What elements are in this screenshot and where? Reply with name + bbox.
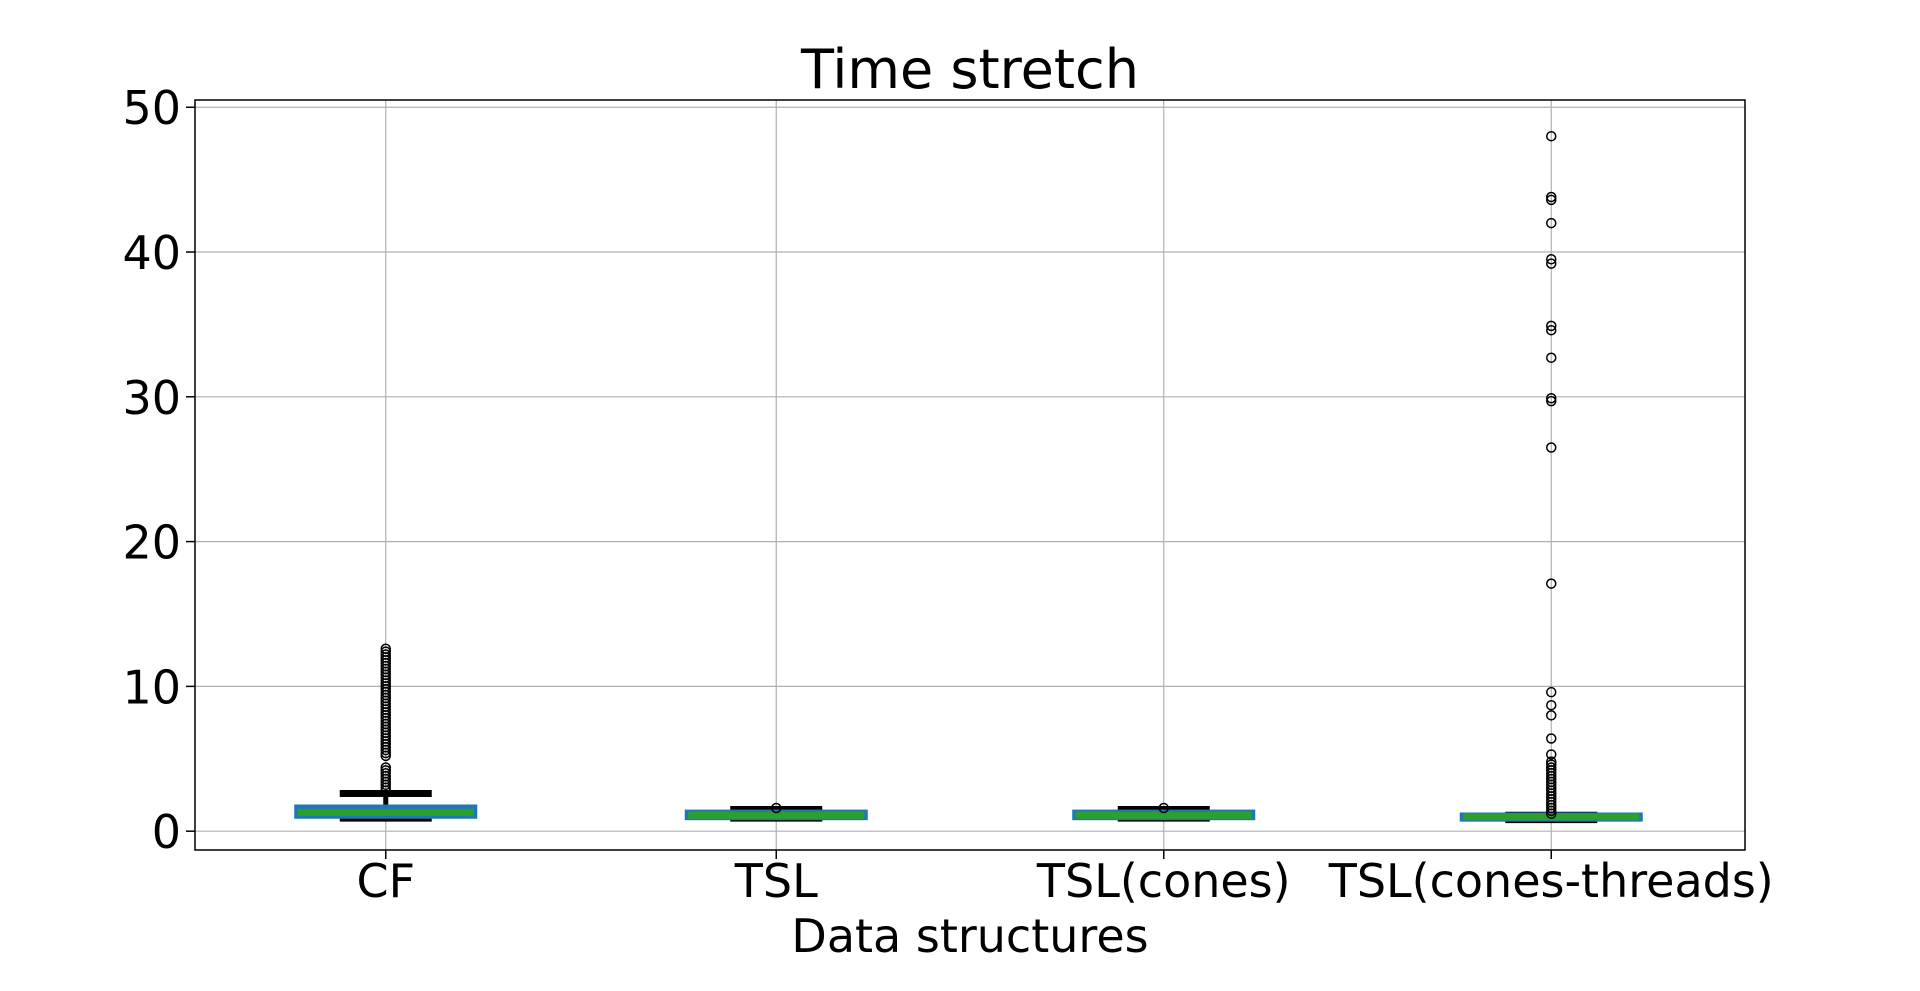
outlier-point bbox=[1546, 756, 1557, 767]
outlier-point bbox=[380, 643, 391, 654]
y-tick-label: 20 bbox=[122, 516, 181, 570]
x-axis-label: Data structures bbox=[791, 909, 1148, 963]
x-tick-label: TSL(cones) bbox=[1036, 854, 1291, 908]
box-0 bbox=[294, 643, 478, 822]
y-tick-label: 10 bbox=[122, 660, 181, 714]
outlier-point bbox=[1158, 802, 1169, 814]
outlier-point bbox=[1546, 194, 1557, 206]
outlier-point bbox=[1546, 258, 1557, 269]
y-tick-label: 30 bbox=[122, 371, 181, 425]
outlier-point bbox=[380, 765, 391, 776]
outlier-point bbox=[1546, 130, 1557, 142]
y-tick-label: 50 bbox=[122, 81, 181, 135]
outlier-point bbox=[1546, 733, 1557, 744]
outlier-point bbox=[1546, 686, 1557, 698]
outlier-point bbox=[1546, 759, 1557, 770]
box-3 bbox=[1459, 130, 1643, 824]
chart-title: Time stretch bbox=[800, 38, 1139, 101]
outlier-point bbox=[380, 762, 391, 773]
outlier-point bbox=[1546, 749, 1557, 760]
grid-lines bbox=[195, 100, 1745, 850]
x-tick-label: CF bbox=[356, 854, 415, 908]
outlier-point bbox=[1546, 254, 1557, 265]
outlier-point bbox=[1546, 393, 1557, 404]
y-tick-label: 0 bbox=[152, 805, 181, 859]
outlier-point bbox=[380, 649, 391, 660]
boxes-layer bbox=[294, 130, 1643, 824]
outlier-point bbox=[1546, 578, 1557, 589]
x-tick-label: TSL(cones-threads) bbox=[1328, 854, 1774, 908]
outlier-point bbox=[1546, 191, 1557, 203]
box-2 bbox=[1072, 802, 1256, 822]
y-axis: 0 10 20 30 40 50 bbox=[122, 81, 195, 859]
x-axis: CF TSL TSL(cones) TSL(cones-threads) bbox=[356, 850, 1774, 908]
outlier-point bbox=[1546, 320, 1557, 332]
outlier-point bbox=[1546, 352, 1557, 363]
outlier-point bbox=[1546, 324, 1557, 336]
outlier-point bbox=[380, 646, 391, 657]
outlier-point bbox=[1546, 217, 1557, 229]
outlier-point bbox=[1546, 442, 1557, 453]
outlier-point bbox=[1546, 699, 1557, 711]
outlier-point bbox=[1546, 762, 1557, 773]
plot-area-frame bbox=[194, 99, 1746, 851]
x-tick-label: TSL bbox=[734, 854, 818, 908]
outlier-point bbox=[1546, 710, 1557, 721]
outlier-point bbox=[1546, 395, 1557, 407]
outlier-point bbox=[771, 802, 782, 814]
box-1 bbox=[684, 802, 868, 822]
outlier-point bbox=[380, 768, 391, 779]
y-tick-label: 40 bbox=[122, 226, 181, 280]
